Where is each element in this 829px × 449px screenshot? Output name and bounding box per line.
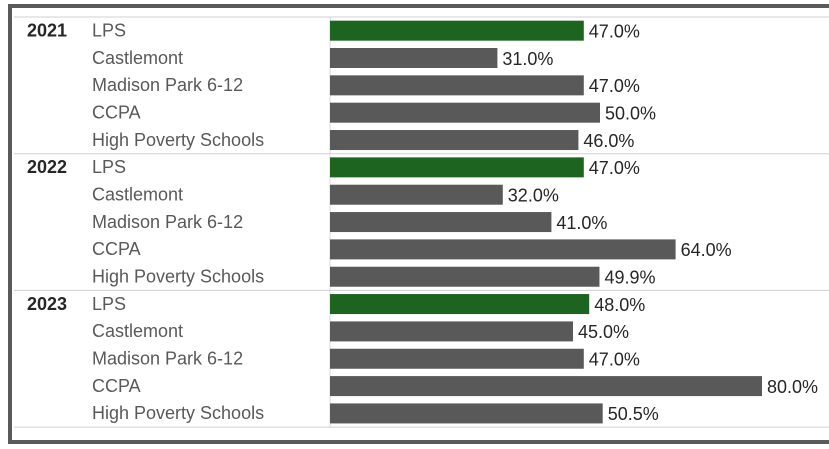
value-label: 47.0%	[589, 21, 640, 41]
bar	[330, 376, 762, 397]
category-label: Castlemont	[92, 184, 183, 204]
bar	[330, 321, 573, 342]
bar	[330, 102, 600, 123]
value-label: 64.0%	[681, 240, 732, 260]
group-label: 2021	[27, 20, 67, 40]
group-label: 2023	[27, 294, 67, 314]
category-label: High Poverty Schools	[92, 130, 264, 150]
value-label: 31.0%	[502, 49, 553, 69]
value-label: 41.0%	[556, 213, 607, 233]
bar	[330, 48, 498, 69]
value-label: 46.0%	[583, 131, 634, 151]
category-label: High Poverty Schools	[92, 403, 264, 423]
category-label: LPS	[92, 294, 126, 314]
value-label: 47.0%	[589, 350, 640, 370]
value-label: 48.0%	[594, 295, 645, 315]
frame	[8, 4, 829, 444]
group-label: 2022	[27, 157, 67, 177]
value-label: 50.5%	[608, 404, 659, 424]
value-label: 47.0%	[589, 158, 640, 178]
bar	[330, 403, 603, 424]
category-label: Madison Park 6-12	[92, 349, 243, 369]
bar	[330, 348, 584, 369]
category-label: LPS	[92, 157, 126, 177]
value-label: 32.0%	[508, 185, 559, 205]
category-label: Castlemont	[92, 321, 183, 341]
category-label: Madison Park 6-12	[92, 212, 243, 232]
value-label: 47.0%	[589, 76, 640, 96]
bar	[330, 130, 579, 151]
category-label: LPS	[92, 20, 126, 40]
category-label: High Poverty Schools	[92, 266, 264, 286]
bar	[330, 157, 584, 178]
value-label: 49.9%	[604, 267, 655, 287]
bar	[330, 75, 584, 96]
bar	[330, 266, 600, 287]
bar	[330, 212, 552, 233]
category-label: CCPA	[92, 102, 141, 122]
bar	[330, 20, 584, 41]
value-label: 50.0%	[605, 103, 656, 123]
bar	[330, 239, 676, 260]
bar	[330, 294, 590, 315]
value-label: 45.0%	[578, 322, 629, 342]
category-label: CCPA	[92, 376, 141, 396]
category-label: Castlemont	[92, 48, 183, 68]
bar	[330, 184, 503, 205]
category-label: CCPA	[92, 239, 141, 259]
value-label: 80.0%	[767, 377, 818, 397]
category-label: Madison Park 6-12	[92, 75, 243, 95]
